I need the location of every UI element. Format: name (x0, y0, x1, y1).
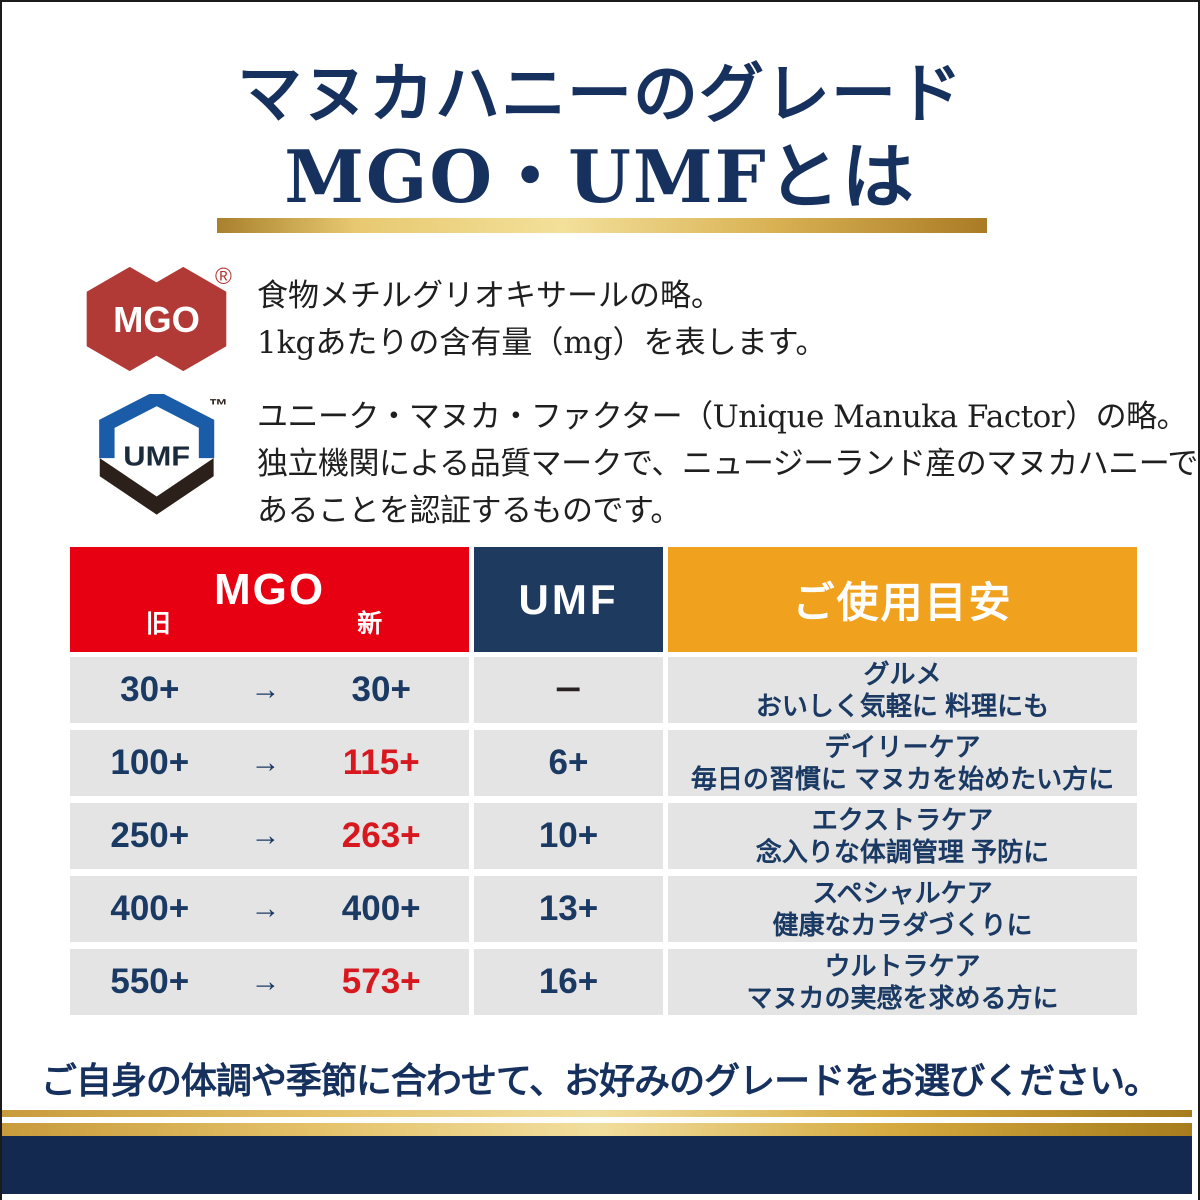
umf-logo-label: UMF (123, 441, 190, 472)
cell-mgo-values: 550+ → 573+ (70, 949, 469, 1015)
cell-mgo-values: 100+ → 115+ (70, 730, 469, 796)
cell-umf-value: 10+ (474, 803, 663, 869)
cell-mgo-values: 30+ → 30+ (70, 657, 469, 723)
mgo-old-value: 100+ (110, 743, 190, 782)
umf-value: 16+ (538, 962, 599, 1001)
footer-note: ご自身の体調や季節に合わせて、お好みのグレードをお選びください。 (40, 1060, 1160, 1102)
header-umf-label: UMF (518, 575, 619, 623)
grade-table: MGO 旧 新 UMF ご使用目安 30+ → 30+ − グルメ おいしく気 (70, 547, 1137, 1015)
header-cell-usage: ご使用目安 (668, 547, 1137, 652)
mgo-description-line1: 食物メチルグリオキサールの略。 (257, 278, 722, 314)
cell-usage: スペシャルケア 健康なカラダづくりに (668, 876, 1137, 942)
mgo-old-value: 400+ (110, 889, 190, 928)
usage-title: デイリーケア (824, 732, 981, 762)
arrow-right-icon: → (250, 965, 281, 998)
usage-title: エクストラケア (811, 805, 994, 835)
usage-desc: 毎日の習慣に マヌカを始めたい方に (690, 764, 1115, 794)
header-mgo-label: MGO (213, 565, 326, 614)
usage-title: ウルトラケア (824, 951, 981, 981)
gold-stripe-thick (2, 1123, 1192, 1136)
cell-usage: グルメ おいしく気軽に 料理にも (668, 657, 1137, 723)
umf-description: ユニーク・マヌカ・ファクター（Unique Manuka Factor）の略。 … (257, 394, 1198, 535)
cell-umf-value: 6+ (474, 730, 663, 796)
umf-description-line1: ユニーク・マヌカ・ファクター（Unique Manuka Factor）の略。 (257, 399, 1188, 435)
mgo-logo-icon: MGO ® (86, 264, 232, 372)
usage-desc: おいしく気軽に 料理にも (755, 691, 1050, 721)
page-title-line2: MGO・UMFとは (284, 134, 916, 219)
mgo-old-value: 250+ (110, 816, 190, 855)
umf-value: 13+ (538, 889, 599, 928)
gold-underline (217, 218, 987, 233)
usage-desc: マヌカの実感を求める方に (746, 983, 1059, 1013)
umf-value: 6+ (548, 743, 589, 782)
usage-title: グルメ (863, 659, 942, 689)
arrow-right-icon: → (250, 673, 281, 706)
trademark-mark-icon: ™ (209, 396, 228, 415)
umf-description-line2: 独立機関による品質マークで、ニュージーランド産のマヌカハニーで (257, 446, 1198, 482)
page-title-line1: マヌカハニーのグレード (236, 56, 963, 132)
table-row: 30+ → 30+ − グルメ おいしく気軽に 料理にも (70, 657, 1137, 723)
mgo-description: 食物メチルグリオキサールの略。 1kgあたりの含有量（mg）を表します。 (257, 273, 827, 367)
umf-logo-icon: UMF ™ (99, 394, 228, 515)
gold-stripe-thin (2, 1110, 1192, 1117)
cell-usage: エクストラケア 念入りな体調管理 予防に (668, 803, 1137, 869)
arrow-right-icon: → (250, 892, 281, 925)
arrow-right-icon: → (250, 819, 281, 852)
header-cell-mgo: MGO 旧 新 (70, 547, 469, 652)
usage-desc: 念入りな体調管理 予防に (755, 837, 1050, 867)
usage-desc: 健康なカラダづくりに (772, 910, 1033, 940)
cell-umf-value: 13+ (474, 876, 663, 942)
cell-umf-value: − (474, 657, 663, 723)
cell-mgo-values: 250+ → 263+ (70, 803, 469, 869)
table-row: 550+ → 573+ 16+ ウルトラケア マヌカの実感を求める方に (70, 949, 1137, 1015)
mgo-old-value: 30+ (120, 670, 180, 709)
banner-gap (2, 1117, 1192, 1123)
mgo-old-value: 550+ (110, 962, 190, 1001)
table-row: 250+ → 263+ 10+ エクストラケア 念入りな体調管理 予防に (70, 803, 1137, 869)
table-header-row: MGO 旧 新 UMF ご使用目安 (70, 547, 1137, 652)
mgo-new-value: 30+ (351, 670, 411, 709)
mgo-new-value: 263+ (341, 816, 421, 855)
mgo-new-value: 400+ (341, 889, 421, 928)
cell-usage: ウルトラケア マヌカの実感を求める方に (668, 949, 1137, 1015)
mgo-description-line2: 1kgあたりの含有量（mg）を表します。 (257, 325, 827, 361)
header-mgo-new-label: 新 (357, 610, 383, 638)
bottom-banner (2, 1110, 1192, 1194)
page-title: マヌカハニーのグレード MGO・UMFとは (2, 52, 1198, 218)
mgo-new-value: 573+ (341, 962, 421, 1001)
arrow-right-icon: → (250, 746, 281, 779)
navy-band (2, 1136, 1192, 1194)
header-mgo-old-label: 旧 (145, 610, 171, 638)
cell-umf-value: 16+ (474, 949, 663, 1015)
header-usage-label: ご使用目安 (792, 579, 1013, 626)
umf-value: 10+ (538, 816, 599, 855)
header-cell-umf: UMF (474, 547, 663, 652)
umf-description-line3: あることを認証するものです。 (257, 493, 681, 529)
mgo-new-value: 115+ (342, 743, 420, 782)
usage-title: スペシャルケア (812, 878, 993, 908)
umf-value: − (555, 670, 582, 709)
cell-usage: デイリーケア 毎日の習慣に マヌカを始めたい方に (668, 730, 1137, 796)
table-row: 100+ → 115+ 6+ デイリーケア 毎日の習慣に マヌカを始めたい方に (70, 730, 1137, 796)
registered-mark-icon: ® (215, 264, 232, 289)
table-row: 400+ → 400+ 13+ スペシャルケア 健康なカラダづくりに (70, 876, 1137, 942)
cell-mgo-values: 400+ → 400+ (70, 876, 469, 942)
mgo-logo-label: MGO (113, 299, 200, 340)
